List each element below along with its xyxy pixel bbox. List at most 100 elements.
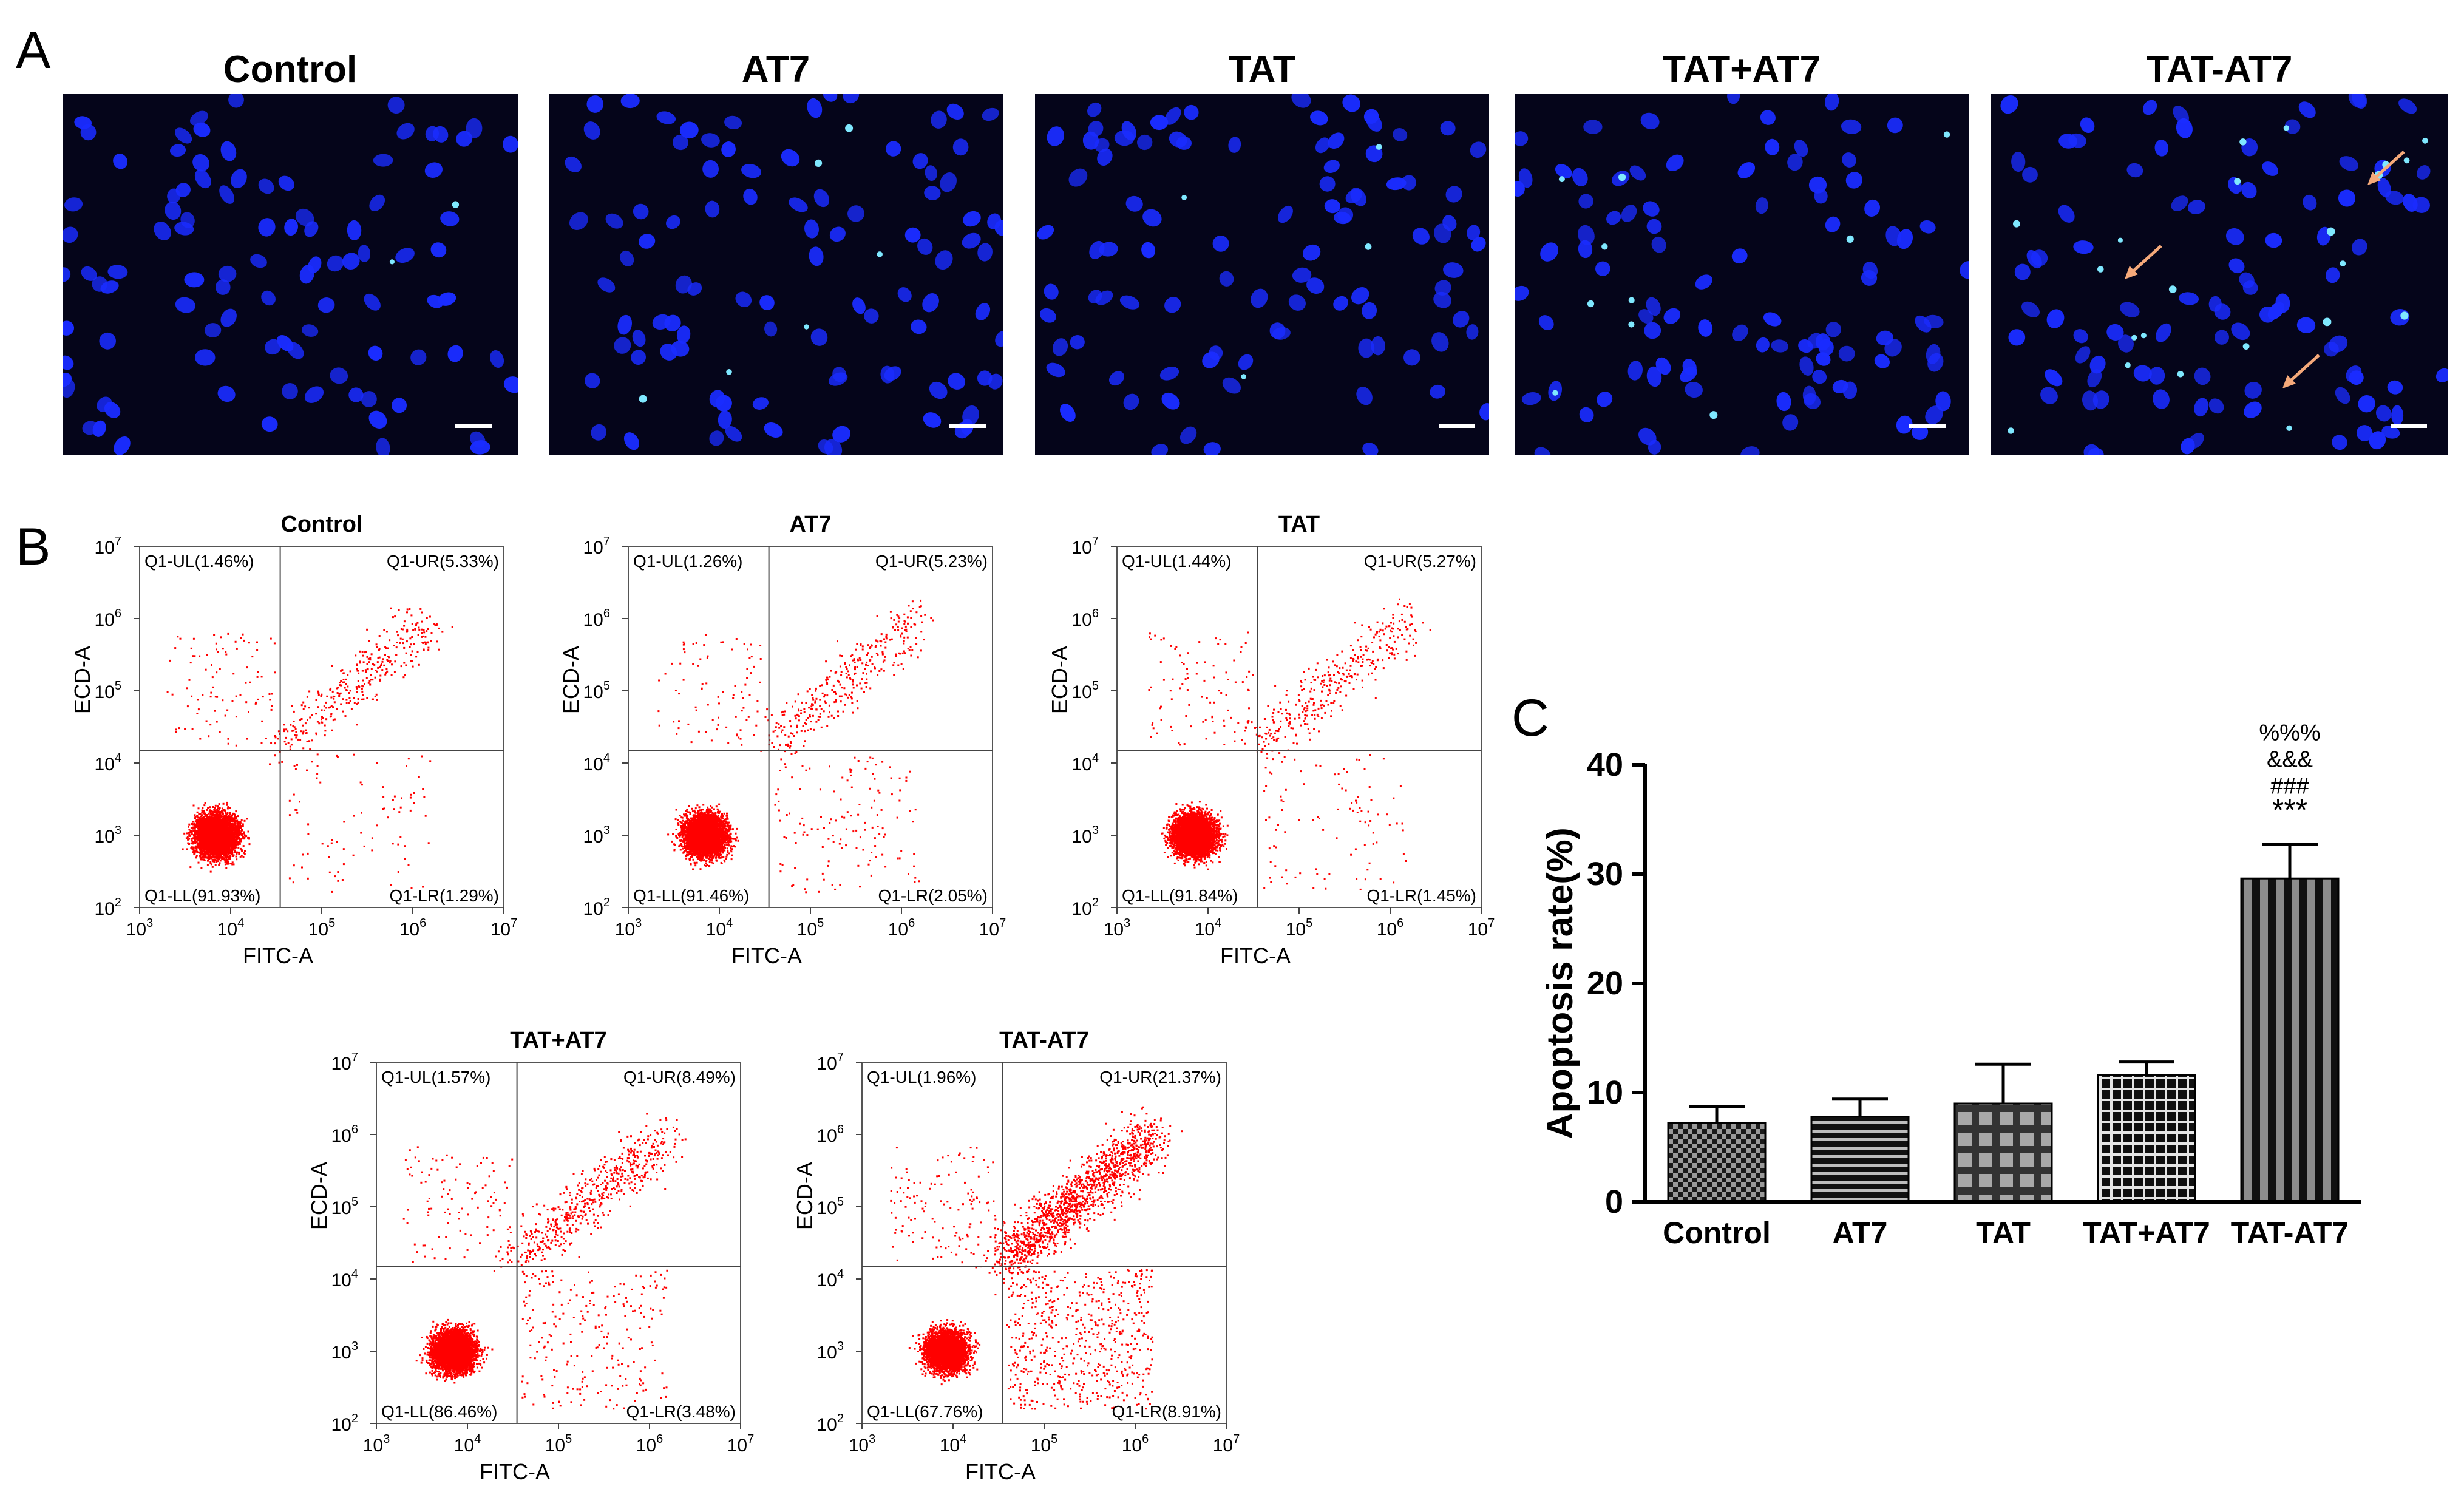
nucleus	[358, 245, 371, 262]
event-point	[201, 858, 203, 861]
nucleus	[1412, 228, 1430, 245]
nucleus	[1595, 261, 1610, 276]
nucleus	[1578, 225, 1595, 245]
event-point	[215, 813, 217, 816]
event-point	[235, 820, 237, 822]
event-point	[231, 843, 233, 846]
nucleus	[656, 111, 676, 124]
event-point	[199, 829, 201, 832]
nucleus	[741, 164, 761, 178]
event-point	[193, 853, 195, 855]
nucleus	[2356, 425, 2373, 442]
event-point	[231, 839, 233, 841]
nucleus	[63, 320, 75, 336]
event-point	[237, 824, 240, 827]
event-point	[206, 864, 209, 866]
nucleus	[174, 222, 194, 236]
nucleus	[299, 265, 315, 284]
nucleus	[1108, 371, 1125, 386]
event-point	[198, 825, 200, 827]
event-point	[227, 843, 229, 845]
nucleus	[569, 212, 588, 231]
nucleus	[2284, 119, 2301, 134]
nucleus	[295, 208, 314, 226]
event-point	[223, 853, 226, 855]
micro-title-at7: AT7	[549, 51, 1003, 89]
nucleus	[705, 200, 720, 218]
event-point	[208, 841, 211, 844]
event-point	[209, 852, 212, 855]
event-point	[221, 832, 223, 835]
nucleus	[2194, 398, 2209, 417]
nucleus	[1466, 324, 1479, 340]
event-point	[234, 821, 236, 823]
micro-title-control: Control	[63, 51, 518, 89]
nucleus	[1802, 385, 1816, 405]
nucleus	[1765, 138, 1780, 155]
nucleus	[1864, 199, 1881, 217]
nucleus	[1583, 120, 1603, 134]
event-point	[211, 850, 213, 853]
nucleus	[424, 162, 443, 178]
event-point	[215, 816, 217, 818]
nucleus	[63, 373, 72, 387]
event-point	[223, 819, 225, 822]
event-point	[234, 843, 236, 845]
nucleus	[2225, 228, 2244, 245]
nucleus	[2231, 322, 2250, 341]
micro-title-tat-plus-at7: TAT+AT7	[1515, 51, 1969, 89]
event-point	[211, 855, 213, 858]
event-point	[225, 819, 228, 822]
event-point	[226, 812, 229, 814]
nucleus	[911, 319, 927, 334]
event-point	[195, 837, 197, 839]
nuclei-layer	[1037, 94, 1489, 455]
nucleus	[847, 205, 864, 222]
nucleus	[2391, 405, 2404, 426]
event-point	[229, 852, 231, 854]
event-point	[225, 823, 227, 826]
nucleus	[2058, 205, 2075, 223]
event-point	[203, 829, 206, 831]
nucleus	[2375, 405, 2392, 422]
arrow-icon	[2125, 245, 2162, 279]
nucleus	[1386, 177, 1407, 191]
nucleus	[1142, 209, 1162, 227]
event-point	[210, 810, 212, 812]
nucleus	[764, 321, 778, 337]
nucleus	[687, 282, 702, 296]
nucleus	[1089, 240, 1105, 259]
event-point	[234, 833, 237, 835]
nucleus	[1845, 172, 1863, 189]
nucleus	[2075, 346, 2091, 364]
nucleus	[1815, 333, 1831, 351]
event-point	[226, 858, 229, 861]
nucleus	[709, 430, 724, 446]
event-point	[223, 809, 225, 812]
event-point	[203, 812, 206, 814]
nucleus	[940, 172, 957, 192]
event-point	[188, 826, 189, 828]
event-point	[237, 836, 239, 838]
nucleus	[1927, 353, 1944, 372]
nucleus	[982, 107, 999, 121]
nucleus	[743, 188, 758, 205]
event-point	[206, 856, 208, 859]
event-point	[242, 856, 245, 858]
nucleus	[368, 345, 383, 361]
nucleus	[586, 95, 604, 113]
event-point	[214, 831, 217, 833]
event-point	[225, 826, 228, 829]
nucleus	[2126, 163, 2143, 178]
nucleus	[1222, 377, 1241, 394]
nucleus	[2106, 324, 2124, 341]
nucleus	[1798, 339, 1813, 353]
event-point	[208, 812, 210, 815]
event-point	[194, 814, 196, 816]
nucleus	[623, 432, 640, 450]
event-point	[219, 846, 221, 848]
nucleus	[373, 154, 393, 167]
event-point	[219, 853, 222, 855]
apoptotic-nucleus	[1376, 144, 1382, 150]
event-point	[213, 852, 216, 855]
